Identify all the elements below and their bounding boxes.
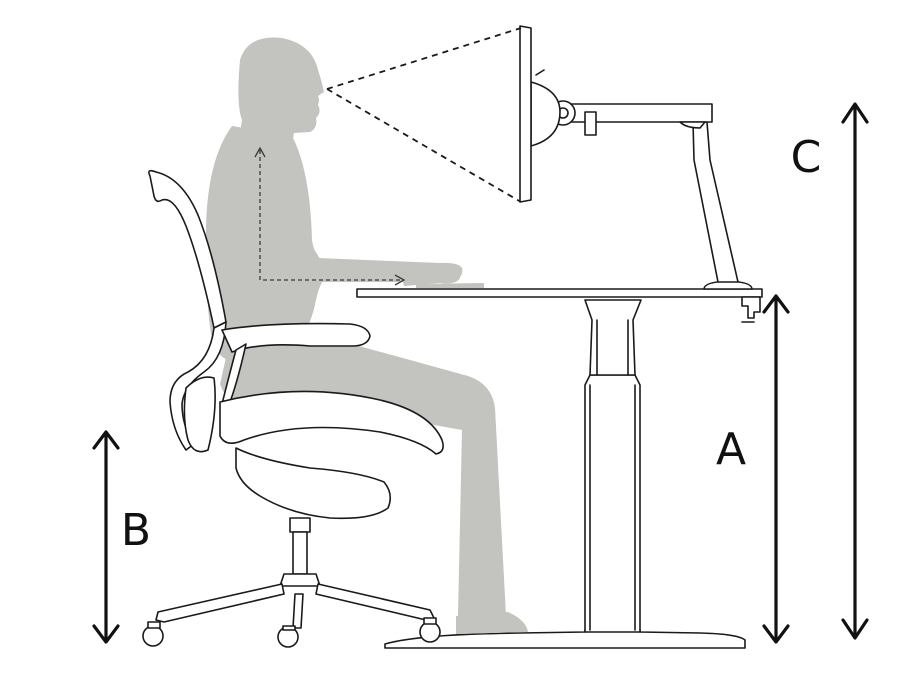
desk-top [356,288,763,298]
monitor-clamp [741,296,761,319]
sight-line [326,27,522,203]
dimension-arrow-b [92,430,120,644]
desk-column-upper [584,299,642,376]
dimension-label-c: C [791,132,822,183]
standing-desk [356,288,763,649]
dimension-label-a: A [716,424,746,475]
dimension-arrow-a [762,294,790,644]
office-chair [142,169,444,648]
dimension-label-b: B [121,505,151,556]
monitor [519,25,545,203]
monitor-arm [530,81,753,290]
desk-column-lower [584,374,641,633]
dimension-arrow-c [841,102,869,640]
